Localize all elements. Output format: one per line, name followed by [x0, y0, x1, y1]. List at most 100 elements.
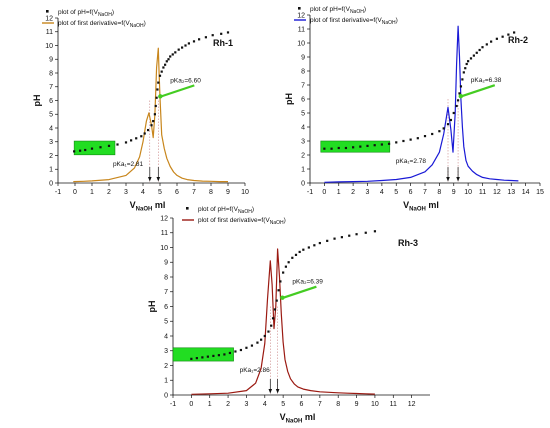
- chart-2-title: Rh-2: [508, 35, 528, 45]
- chart-3-legend-deriv-end: ): [284, 217, 286, 224]
- chart-2-ph-point: [461, 78, 464, 81]
- chart-3-ph-point: [250, 344, 254, 347]
- chart-2-ph-point: [423, 135, 427, 138]
- chart-1-x-tick-label: 7: [192, 189, 196, 196]
- chart-2-pka2-arrow-head: [458, 94, 463, 99]
- chart-3-ph-point: [217, 354, 220, 357]
- chart-1-y-tick-label: 12: [45, 15, 53, 22]
- chart-1-ph-point: [84, 148, 87, 152]
- chart-2-x-axis-label-sub: NaOH: [409, 207, 426, 213]
- chart-3-ph-point: [273, 308, 276, 311]
- chart-2-equivalence-arrow-head: [446, 177, 450, 182]
- chart-1-y-tick-label: 3: [49, 139, 53, 146]
- chart-1-ph-point: [174, 51, 177, 54]
- chart-2-x-tick-label: -1: [307, 189, 313, 196]
- chart-3-legend-deriv-main: plot of first derivative=f(V: [198, 217, 270, 224]
- chart-3-ph-point: [313, 244, 316, 247]
- chart-3-pka2-arrow-head: [280, 295, 285, 300]
- chart-1-x-tick-label: 4: [141, 189, 145, 196]
- chart-3-ph-point: [282, 271, 285, 274]
- chart-1-title: Rh-1: [213, 38, 233, 48]
- chart-2-x-tick-label: 14: [522, 189, 530, 196]
- chart-3-ph-point: [267, 330, 270, 333]
- chart-3-x-axis-label-unit: ml: [302, 412, 315, 422]
- chart-3-ph-point: [234, 350, 237, 353]
- chart-1-ph-point: [181, 46, 184, 49]
- chart-2-equivalence-arrow-head: [456, 177, 460, 182]
- chart-2-ph-point: [481, 46, 484, 49]
- chart-3-ph-point: [294, 253, 298, 256]
- chart-2-pka1-label: pKa₁=2.78: [396, 158, 427, 165]
- chart-2-legend-deriv-end: ): [396, 17, 398, 24]
- chart-1-legend-marker-ph: [46, 10, 49, 13]
- chart-1-ph-point: [184, 44, 187, 47]
- chart-1-y-tick-label: 4: [49, 125, 53, 132]
- chart-1-y-axis-label: pH: [32, 95, 42, 107]
- chart-1-ph-point: [177, 48, 180, 51]
- chart-1-ph-point: [160, 70, 163, 73]
- chart-2-ph-point: [465, 62, 468, 66]
- chart-2-x-tick-label: 7: [423, 189, 427, 196]
- chart-2-ph-point: [449, 118, 452, 122]
- chart-2-x-axis-label-unit: ml: [426, 200, 439, 210]
- chart-2-legend-deriv-sub: NaOH: [382, 20, 396, 26]
- chart-2-ph-point: [455, 104, 458, 108]
- chart-3-y-tick-label: 5: [164, 319, 168, 326]
- chart-2-y-tick-label: 2: [301, 152, 305, 159]
- chart-2-y-axis-label: pH: [284, 93, 294, 105]
- chart-1-pka2-arrow-head: [158, 94, 163, 99]
- chart-1-y-tick-label: 11: [46, 29, 53, 36]
- chart-1-ph-point: [204, 36, 207, 39]
- chart-1-x-tick-label: 3: [124, 189, 128, 196]
- chart-3-ph-point: [326, 239, 329, 242]
- chart-2-ph-point: [467, 60, 470, 63]
- chart-3-legend-ph-sub: NaOH: [238, 209, 252, 215]
- chart-1-ph-point: [165, 60, 168, 63]
- chart-1-legend-label-ph: plot of pH=f(VNaOH): [58, 9, 114, 18]
- chart-3-y-tick-label: 1: [164, 378, 168, 385]
- chart-2-ph-point: [513, 31, 516, 34]
- chart-1-x-axis-label: VNaOH ml: [130, 200, 166, 213]
- chart-1-ph-point: [226, 31, 230, 34]
- chart-1-ph-point: [107, 144, 111, 147]
- chart-2-ph-point: [485, 43, 488, 46]
- chart-3-pka1-highlight-box: [172, 347, 234, 362]
- chart-3-y-tick-label: 4: [164, 333, 168, 340]
- chart-1-legend-ph-sub: NaOH: [98, 12, 112, 18]
- chart-2-ph-point: [469, 57, 473, 60]
- chart-1-ph-point: [152, 120, 155, 123]
- chart-2-pka1-highlight-box: [320, 140, 391, 153]
- chart-1-pka1-highlight-box: [73, 140, 116, 156]
- chart-2-ph-point: [452, 111, 455, 115]
- chart-3-x-tick-label: 11: [390, 401, 397, 408]
- chart-1-ph-point: [164, 63, 167, 66]
- chart-2-y-tick-label: 3: [301, 138, 305, 145]
- chart-1-ph-point: [154, 104, 157, 108]
- chart-2-ph-point: [352, 146, 355, 149]
- chart-3-ph-point: [263, 334, 266, 338]
- chart-2-pka2-label: pKa₂=6.38: [471, 77, 502, 84]
- chart-2-x-tick-label: 1: [337, 189, 341, 196]
- chart-1-ph-point: [198, 38, 201, 41]
- chart-3-ph-point: [195, 357, 198, 360]
- chart-2-ph-point: [337, 146, 340, 150]
- chart-1-ph-point: [140, 135, 143, 138]
- chart-1-y-tick-label: 5: [49, 112, 53, 119]
- chart-1-y-tick-label: 0: [49, 180, 53, 187]
- chart-1-ph-point: [158, 74, 162, 77]
- chart-2-ph-point: [416, 137, 419, 140]
- chart-3-ph-point: [206, 355, 209, 358]
- chart-1-y-tick-label: 8: [49, 70, 53, 77]
- chart-3-ph-point: [302, 248, 305, 251]
- chart-1-ph-point: [143, 132, 146, 135]
- chart-2-x-tick-label: 0: [322, 189, 326, 196]
- chart-1-equivalence-arrow-head: [148, 177, 152, 182]
- chart-1-ph-point: [116, 143, 119, 146]
- chart-1-ph-point: [150, 124, 153, 127]
- chart-3-x-tick-label: 8: [336, 401, 340, 408]
- chart-3-x-axis-label-sub: NaOH: [286, 419, 303, 425]
- chart-2-ph-point: [456, 99, 460, 102]
- chart-2-x-tick-label: 4: [380, 189, 384, 196]
- chart-3-ph-point: [190, 357, 193, 360]
